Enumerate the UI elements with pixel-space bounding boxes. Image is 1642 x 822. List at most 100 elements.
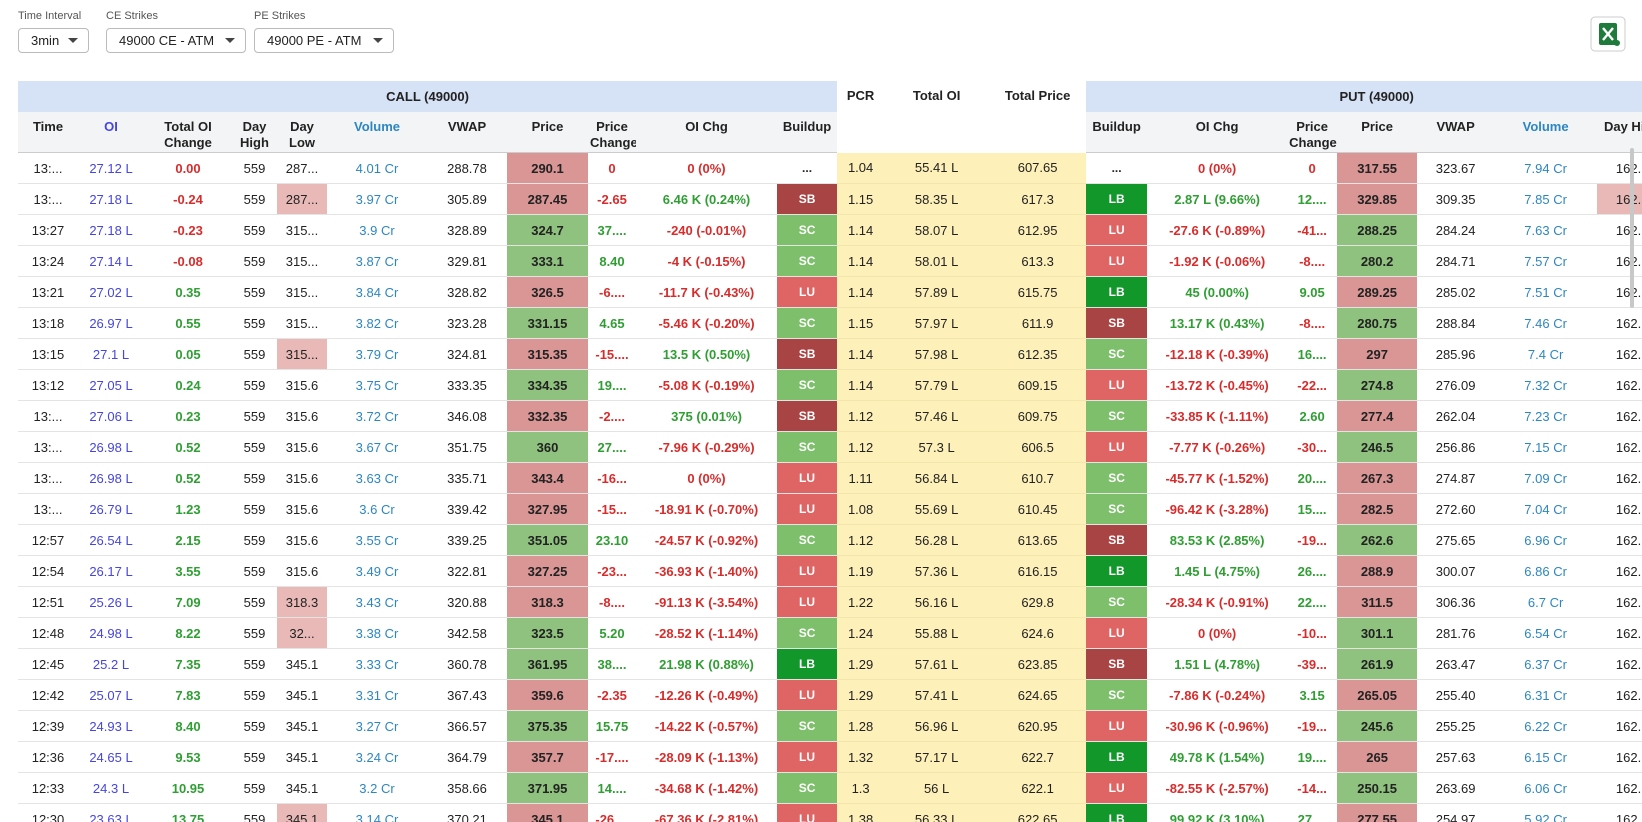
table-cell: -45.77 K (-1.52%) (1147, 462, 1288, 494)
table-cell: LB (1086, 555, 1148, 587)
table-cell: 7.51 Cr (1494, 276, 1598, 308)
table-row: 13:... 27.18 L -0.24 559 287... 3.97 Cr 305.89… (18, 183, 1642, 215)
table-cell: 371.95 (507, 772, 588, 804)
table-cell: 26.... (1287, 555, 1338, 587)
table-cell: 315.6 (277, 493, 327, 525)
table-cell: 328.82 (427, 276, 507, 308)
table-row: 13:21 27.02 L 0.35 559 315... 3.84 Cr 328.82 32… (18, 276, 1642, 308)
column-header: Price (1337, 112, 1418, 153)
table-row: 12:39 24.93 L 8.40 559 345.1 3.27 Cr 366.57 375… (18, 710, 1642, 742)
table-cell: 364.79 (427, 741, 507, 773)
table-cell: 25.2 L (78, 648, 144, 680)
table-cell: 3.82 Cr (327, 307, 427, 339)
table-cell: 162... (1597, 741, 1642, 773)
table-cell: 272.60 (1417, 493, 1495, 525)
table-cell: -23... (588, 555, 636, 587)
table-cell: 280.75 (1337, 307, 1418, 339)
table-cell: SC (1086, 493, 1148, 525)
table-cell: 12:45 (18, 648, 78, 680)
table-cell: 23.10 (588, 524, 636, 556)
table-cell: 0 (0%) (636, 152, 777, 184)
table-cell: 327.95 (507, 493, 588, 525)
table-cell: 12:33 (18, 772, 78, 804)
table-cell: 56.84 L (884, 462, 990, 494)
table-cell: 58.01 L (884, 245, 990, 277)
table-cell: 315.6 (277, 555, 327, 587)
dropdown[interactable]: 3min (18, 28, 89, 53)
table-cell: -2.35 (588, 679, 636, 711)
table-cell: 57.46 L (884, 400, 990, 432)
table-cell: -17.... (588, 741, 636, 773)
dropdown[interactable]: 49000 CE - ATM (106, 28, 246, 53)
table-cell: 55.88 L (884, 617, 990, 649)
table-cell: 38.... (588, 648, 636, 680)
table-cell: 331.15 (507, 307, 588, 339)
table-cell: 332.35 (507, 400, 588, 432)
table-cell: 1.12 (837, 431, 885, 463)
table-cell: 6.7 Cr (1494, 586, 1598, 618)
table-cell: SB (777, 183, 838, 215)
table-cell: -7.77 K (-0.26%) (1147, 431, 1288, 463)
table-cell: 339.25 (427, 524, 507, 556)
table-row: 13:... 27.12 L 0.00 559 287... 4.01 Cr 288.78 2… (18, 152, 1642, 184)
table-cell: 23.63 L (78, 803, 144, 822)
table-cell: 27.... (1287, 803, 1338, 822)
table-cell: 1.14 (837, 214, 885, 246)
table-cell: -14... (1287, 772, 1338, 804)
column-header: Total OI Change (144, 112, 232, 153)
table-cell: 612.35 (989, 338, 1087, 370)
table-cell: 162... (1597, 431, 1642, 463)
table-cell: SC (777, 772, 838, 804)
table-cell: 162... (1597, 400, 1642, 432)
table-cell: 315.35 (507, 338, 588, 370)
table-cell: -12.18 K (-0.39%) (1147, 338, 1288, 370)
table-cell: 0 (0%) (636, 462, 777, 494)
table-cell: 622.1 (989, 772, 1087, 804)
table-cell: 559 (232, 803, 277, 822)
table-cell: 315... (277, 214, 327, 246)
excel-export[interactable] (1590, 16, 1626, 52)
table-cell: 329.85 (1337, 183, 1418, 215)
column-header: Day High (232, 112, 277, 153)
table-cell: 345.1 (277, 772, 327, 804)
table-cell: 559 (232, 493, 277, 525)
table-cell: 13:21 (18, 276, 78, 308)
table-cell: LB (777, 648, 838, 680)
table-cell: 301.1 (1337, 617, 1418, 649)
table-cell: 7.09 Cr (1494, 462, 1598, 494)
table-cell: 13:... (18, 462, 78, 494)
table-cell: -2.65 (588, 183, 636, 215)
table-cell: 13.5 K (0.50%) (636, 338, 777, 370)
table-cell: 262.04 (1417, 400, 1495, 432)
table-cell: 351.05 (507, 524, 588, 556)
table-cell: 15.75 (588, 710, 636, 742)
table-cell: 284.24 (1417, 214, 1495, 246)
table-cell: 339.42 (427, 493, 507, 525)
table-cell: 622.65 (989, 803, 1087, 822)
dropdown[interactable]: 49000 PE - ATM (254, 28, 394, 53)
table-cell: 329.81 (427, 245, 507, 277)
table-cell: LB (1086, 183, 1148, 215)
table-cell: 19.... (1287, 741, 1338, 773)
column-header: Price Change (1287, 112, 1338, 153)
table-cell: 12:48 (18, 617, 78, 649)
table-cell: 315.6 (277, 369, 327, 401)
column-header: Day High (1597, 112, 1642, 153)
table-cell: 1.15 (837, 307, 885, 339)
table-cell: -12.26 K (-0.49%) (636, 679, 777, 711)
scrollbar[interactable] (1630, 148, 1634, 308)
table-cell: 13:12 (18, 369, 78, 401)
table-row: 13:... 27.06 L 0.23 559 315.6 3.72 Cr 346.08 33… (18, 400, 1642, 432)
table-row: 12:30 23.63 L 13.75 559 345.1 3.14 Cr 370.21 34… (18, 803, 1642, 822)
option-chain-table: CALL (49000) PCR Total OI Total Price PUT (4… (18, 81, 1642, 822)
table-cell: 360 (507, 431, 588, 463)
table-cell: 559 (232, 679, 277, 711)
table-row: 13:24 27.14 L -0.08 559 315... 3.87 Cr 329.81 3… (18, 245, 1642, 277)
table-cell: 56.33 L (884, 803, 990, 822)
table-cell: 3.72 Cr (327, 400, 427, 432)
table-cell: 559 (232, 741, 277, 773)
table-cell: 315.6 (277, 400, 327, 432)
table-cell: 5.20 (588, 617, 636, 649)
table-cell: 7.04 Cr (1494, 493, 1598, 525)
table-cell: 56 L (884, 772, 990, 804)
